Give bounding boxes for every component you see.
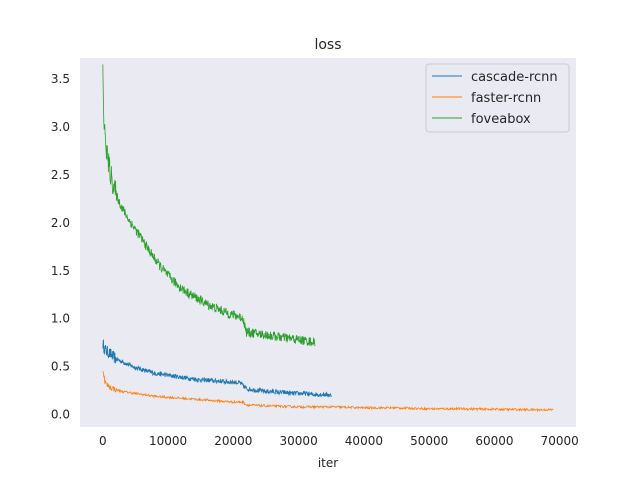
y-tick-label: 2.5 [51,168,70,182]
legend-label-cascade-rcnn: cascade-rcnn [471,70,558,85]
y-tick-label: 0.5 [51,360,70,374]
x-tick-label: 0 [99,434,107,448]
legend-box [425,63,570,133]
x-tick-label: 70000 [541,434,579,448]
x-tick-label: 30000 [280,434,318,448]
y-tick-label: 3.5 [51,72,70,86]
y-tick-label: 1.0 [51,312,70,326]
x-axis-ticks: 0 10000 20000 30000 40000 50000 60000 70000 [99,434,579,448]
legend: cascade-rcnn faster-rcnn foveabox [425,63,570,133]
legend-label-faster-rcnn: faster-rcnn [471,91,541,106]
x-tick-label: 50000 [410,434,448,448]
y-tick-label: 3.0 [51,120,70,134]
y-tick-label: 2.0 [51,216,70,230]
x-tick-label: 20000 [214,434,252,448]
y-tick-label: 0.0 [51,408,70,422]
x-tick-label: 60000 [475,434,513,448]
series-line-cascade-rcnn [102,339,332,398]
chart-title: loss [314,37,341,53]
legend-label-foveabox: foveabox [471,112,531,127]
x-tick-label: 10000 [149,434,187,448]
series-layer [102,64,554,413]
series-line-foveabox [102,64,316,347]
y-axis-ticks: 0.0 0.5 1.0 1.5 2.0 2.5 3.0 3.5 [51,72,70,421]
y-tick-label: 1.5 [51,264,70,278]
series-line-faster-rcnn [102,371,554,413]
x-tick-label: 40000 [345,434,383,448]
x-axis-label: iter [318,456,338,470]
